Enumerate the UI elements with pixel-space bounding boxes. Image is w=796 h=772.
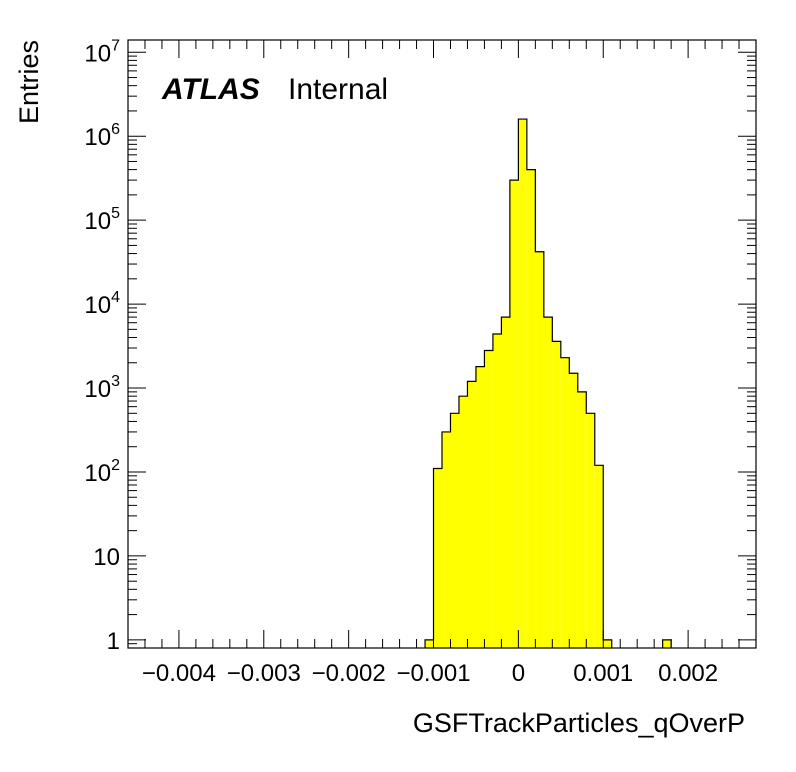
histogram-bin: [475, 366, 485, 648]
y-tick-label: 1: [107, 628, 120, 655]
x-tick-label: 0.001: [573, 660, 633, 687]
histogram-bin: [501, 317, 510, 648]
y-tick-base: 10: [84, 376, 111, 403]
y-tick-label: 104: [84, 289, 120, 319]
x-tick-label: −0.004: [142, 660, 216, 687]
histogram-bin: [577, 391, 587, 648]
y-axis-title: Entries: [14, 40, 44, 124]
histogram-bins: [424, 118, 672, 649]
y-tick-label: 102: [84, 457, 120, 487]
y-tick-label: 106: [84, 121, 120, 151]
histogram-bin: [543, 317, 553, 648]
y-tick-exponent: 6: [111, 121, 120, 138]
histogram-bin: [518, 119, 527, 648]
x-tick-label: 0: [512, 660, 525, 687]
x-axis-ticks: −0.004 −0.003 −0.002 −0.001 0 0.001 0.002: [127, 40, 757, 687]
atlas-label: ATLAS: [161, 73, 260, 106]
y-tick-base: 10: [84, 208, 111, 235]
histogram-bin: [425, 639, 434, 648]
y-tick-base: 10: [84, 124, 111, 151]
y-tick-label: 105: [84, 205, 120, 235]
plot-frame: [127, 39, 757, 649]
y-tick-label: 10: [93, 544, 120, 571]
histogram-bin: [603, 639, 612, 648]
x-tick-label: −0.003: [227, 660, 301, 687]
histogram-bin: [442, 431, 451, 648]
y-tick-base: 10: [84, 292, 111, 319]
histogram-bin: [484, 350, 493, 648]
histogram-bin: [535, 251, 544, 648]
y-tick-exponent: 4: [111, 289, 120, 306]
histogram-bin: [458, 396, 468, 648]
histogram-bin: [433, 468, 442, 648]
internal-label: Internal: [288, 73, 388, 106]
x-tick-label: −0.002: [312, 660, 386, 687]
x-tick-label: −0.001: [396, 660, 470, 687]
y-tick-exponent: 3: [111, 373, 120, 390]
histogram-bin: [526, 169, 536, 649]
x-axis-title: GSFTrackParticles_qOverP: [413, 708, 745, 738]
y-tick-exponent: 2: [111, 457, 120, 474]
y-tick-label: 107: [84, 37, 120, 67]
y-tick-label: 103: [84, 373, 120, 403]
y-tick-exponent: 5: [111, 205, 120, 222]
histogram-bin: [586, 413, 595, 648]
histogram-bin: [509, 180, 519, 648]
histogram-bin: [450, 413, 459, 648]
histogram-bin: [569, 373, 578, 648]
y-tick-base: 10: [84, 40, 111, 67]
histogram-bin: [552, 341, 561, 648]
y-tick-base: 10: [84, 460, 111, 487]
x-tick-label: 0.002: [658, 660, 718, 687]
histogram-bin: [662, 639, 672, 648]
histogram-bin: [492, 334, 502, 648]
histogram-bin: [560, 357, 570, 648]
histogram-bin: [467, 381, 476, 648]
histogram-bin: [594, 465, 604, 648]
y-tick-exponent: 7: [111, 37, 120, 54]
